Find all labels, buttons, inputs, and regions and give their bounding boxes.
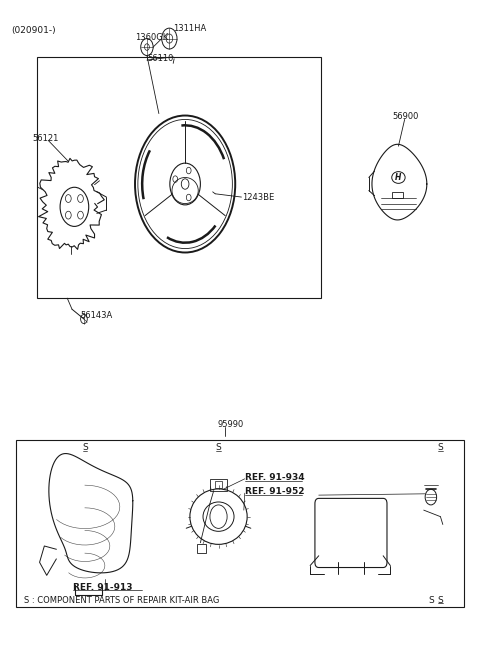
Text: 56900: 56900 [393,112,419,121]
Bar [16,440,464,607]
Text: 1360GK: 1360GK [135,33,168,43]
Text: 56110: 56110 [147,54,173,63]
Text: 1243BE: 1243BE [242,193,275,202]
Bar [210,479,227,491]
Text: 95990: 95990 [217,420,243,428]
Text: REF. 91-952: REF. 91-952 [245,487,304,496]
Text: S: S [216,443,221,452]
Bar [37,57,321,298]
Text: REF. 91-913: REF. 91-913 [73,582,132,591]
Text: S : COMPONENT PARTS OF REPAIR KIT-AIR BAG: S : COMPONENT PARTS OF REPAIR KIT-AIR BA… [24,595,220,605]
Text: 56143A: 56143A [80,310,112,320]
Text: 1311HA: 1311HA [173,24,206,33]
Bar [215,481,222,488]
Text: (020901-): (020901-) [11,26,56,35]
Text: H: H [395,173,402,182]
Text: S: S [438,595,444,605]
Text: S: S [82,443,88,452]
Bar [392,193,403,198]
Text: 56121: 56121 [33,134,59,143]
Text: S: S [429,595,434,605]
Text: REF. 91-934: REF. 91-934 [245,473,304,482]
Text: S: S [438,443,444,452]
Bar [197,544,206,553]
